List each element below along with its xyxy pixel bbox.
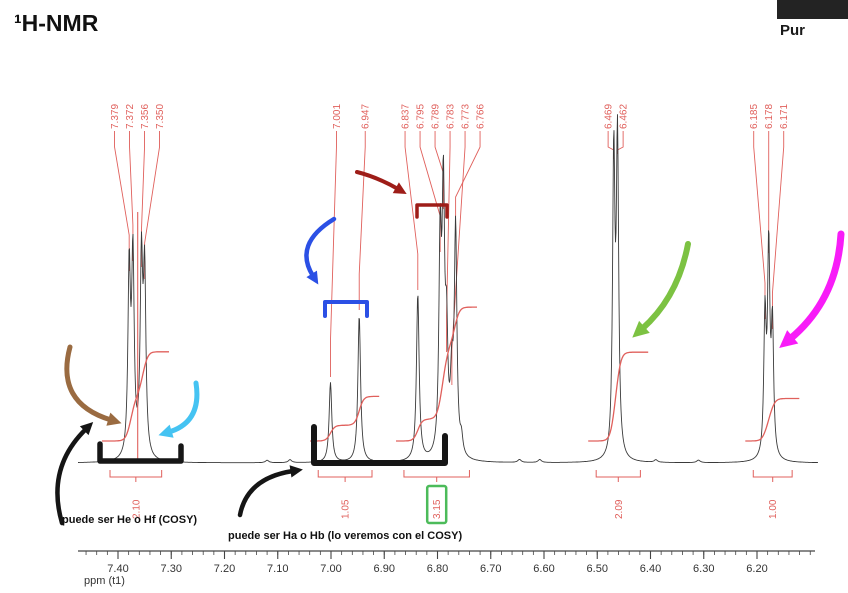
svg-text:3.15: 3.15 xyxy=(432,499,443,519)
cyan-arrow xyxy=(158,380,200,438)
svg-text:7.372: 7.372 xyxy=(125,104,136,129)
svg-text:6.70: 6.70 xyxy=(480,563,501,575)
svg-text:6.40: 6.40 xyxy=(640,563,661,575)
svg-text:7.30: 7.30 xyxy=(161,563,182,575)
svg-text:7.356: 7.356 xyxy=(140,104,151,129)
svg-text:6.837: 6.837 xyxy=(401,104,412,129)
svg-text:2.10: 2.10 xyxy=(131,499,142,519)
black-arrow-middle xyxy=(237,465,303,518)
svg-text:6.171: 6.171 xyxy=(779,104,790,129)
logo-label: Pur xyxy=(780,22,806,39)
svg-text:1.05: 1.05 xyxy=(341,499,352,519)
svg-text:7.379: 7.379 xyxy=(110,104,121,129)
darkred-arrow xyxy=(355,170,407,194)
svg-text:6.185: 6.185 xyxy=(749,104,760,129)
svg-text:6.783: 6.783 xyxy=(446,104,457,129)
svg-text:7.10: 7.10 xyxy=(267,563,288,575)
svg-text:6.462: 6.462 xyxy=(619,104,630,129)
svg-text:7.00: 7.00 xyxy=(320,563,341,575)
svg-text:6.30: 6.30 xyxy=(693,563,714,575)
black-bracket-left xyxy=(97,441,184,464)
svg-text:6.60: 6.60 xyxy=(533,563,554,575)
svg-text:2.09: 2.09 xyxy=(614,499,625,519)
svg-text:1.00: 1.00 xyxy=(768,499,779,519)
svg-text:6.20: 6.20 xyxy=(746,563,767,575)
svg-text:6.789: 6.789 xyxy=(431,104,442,129)
svg-text:6.90: 6.90 xyxy=(374,563,395,575)
svg-text:7.350: 7.350 xyxy=(155,104,166,129)
annotation-left: puede ser He o Hf (COSY) xyxy=(62,514,198,526)
svg-text:6.795: 6.795 xyxy=(416,104,427,129)
blue-bracket xyxy=(323,300,369,318)
svg-text:6.80: 6.80 xyxy=(427,563,448,575)
brown-arrow xyxy=(64,344,122,426)
logo-bar xyxy=(777,0,848,19)
svg-text:6.766: 6.766 xyxy=(476,104,487,129)
black-bracket-middle xyxy=(311,424,448,466)
svg-text:7.40: 7.40 xyxy=(107,563,128,575)
svg-text:6.50: 6.50 xyxy=(587,563,608,575)
magenta-arrow xyxy=(779,230,845,348)
svg-text:6.773: 6.773 xyxy=(461,104,472,129)
svg-text:6.947: 6.947 xyxy=(361,104,372,129)
svg-text:6.469: 6.469 xyxy=(604,104,615,129)
svg-text:7.20: 7.20 xyxy=(214,563,235,575)
svg-text:7.001: 7.001 xyxy=(332,104,343,129)
page-title: ¹H-NMR xyxy=(14,10,99,36)
svg-text:6.178: 6.178 xyxy=(764,104,775,129)
annotation-middle: puede ser Ha o Hb (lo veremos con el COS… xyxy=(228,530,463,542)
svg-text:ppm (t1): ppm (t1) xyxy=(84,575,125,587)
blue-arrow xyxy=(304,216,337,285)
black-arrow-left xyxy=(55,422,94,526)
darkred-bracket xyxy=(415,203,449,219)
green-arrow xyxy=(632,241,691,338)
